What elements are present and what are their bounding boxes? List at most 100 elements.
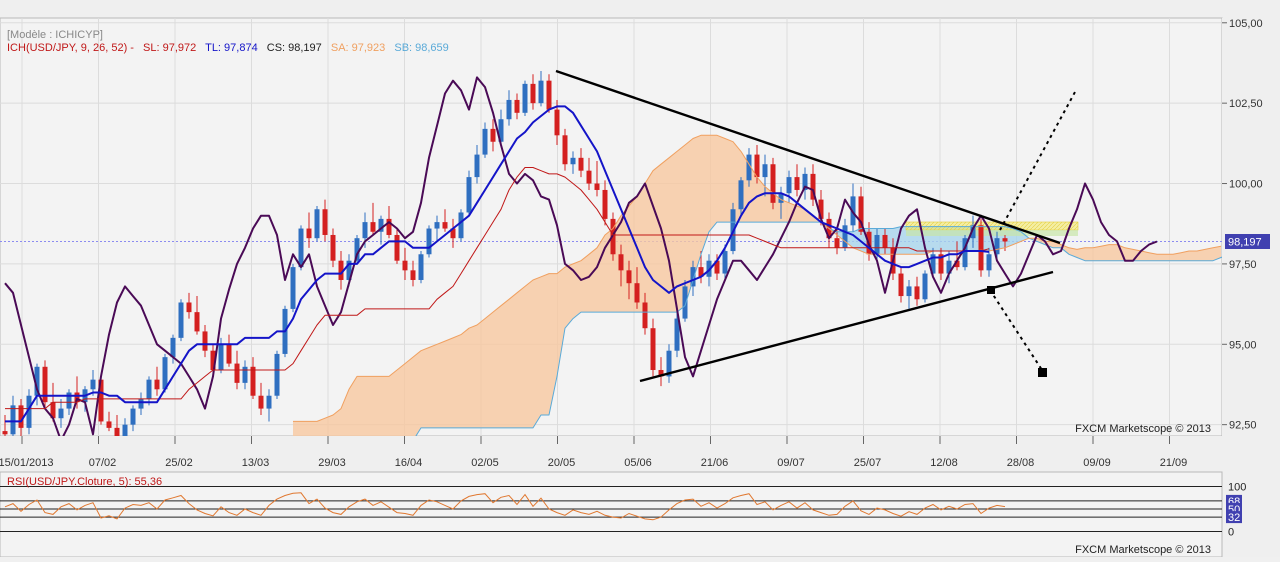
candle[interactable] (378, 215, 384, 245)
trendlines[interactable] (555, 69, 1076, 383)
candle[interactable] (370, 202, 376, 235)
candle[interactable] (778, 186, 784, 219)
candle[interactable] (298, 225, 304, 271)
candle[interactable] (34, 363, 40, 406)
candle[interactable] (762, 154, 768, 197)
candle[interactable] (602, 180, 608, 226)
candle[interactable] (170, 334, 176, 364)
candle[interactable] (250, 357, 256, 399)
candle[interactable] (42, 360, 48, 409)
candle[interactable] (506, 90, 512, 126)
projection-target-marker[interactable] (1038, 368, 1047, 377)
candle[interactable] (562, 128, 568, 171)
candle[interactable] (330, 228, 336, 268)
candle[interactable] (186, 292, 192, 319)
candle[interactable] (994, 231, 1000, 261)
candle[interactable] (714, 254, 720, 280)
candle[interactable] (202, 324, 208, 358)
candle[interactable] (130, 405, 136, 432)
candle[interactable] (98, 376, 104, 425)
candle[interactable] (834, 228, 840, 255)
candle[interactable] (306, 212, 312, 248)
candle[interactable] (738, 177, 744, 216)
candle[interactable] (466, 170, 472, 216)
candle[interactable] (930, 247, 936, 277)
candle[interactable] (274, 350, 280, 399)
candle[interactable] (482, 122, 488, 158)
candle[interactable] (178, 299, 184, 342)
candle[interactable] (634, 267, 640, 309)
candle[interactable] (314, 206, 320, 242)
candle[interactable] (970, 215, 976, 248)
candle[interactable] (394, 228, 400, 264)
candle[interactable] (570, 151, 576, 174)
projection-anchor-marker[interactable] (987, 286, 995, 294)
candle[interactable] (138, 392, 144, 416)
candle[interactable] (410, 260, 416, 287)
candle[interactable] (586, 157, 592, 190)
candle[interactable] (90, 370, 96, 396)
candle[interactable] (18, 398, 24, 438)
candle[interactable] (154, 366, 160, 396)
candle[interactable] (146, 376, 152, 406)
candle[interactable] (418, 251, 424, 284)
candle[interactable] (522, 80, 528, 117)
candle[interactable] (226, 334, 232, 367)
candle[interactable] (26, 389, 32, 435)
candle[interactable] (946, 251, 952, 284)
candle[interactable] (882, 228, 888, 255)
candle[interactable] (434, 215, 440, 242)
rsi-pane[interactable] (0, 471, 1223, 558)
candle[interactable] (458, 209, 464, 242)
candle[interactable] (858, 186, 864, 235)
candle[interactable] (490, 119, 496, 152)
candle[interactable] (162, 353, 168, 393)
candle[interactable] (530, 74, 536, 110)
candle[interactable] (10, 395, 16, 441)
candle[interactable] (338, 251, 344, 290)
candle[interactable] (402, 247, 408, 280)
candle[interactable] (938, 247, 944, 280)
candle[interactable] (442, 209, 448, 232)
lower-trendline[interactable] (639, 270, 1054, 383)
candle[interactable] (658, 357, 664, 387)
candle[interactable] (722, 244, 728, 280)
candle[interactable] (650, 318, 656, 377)
candle[interactable] (906, 279, 912, 309)
candle[interactable] (322, 199, 328, 242)
candle[interactable] (746, 148, 752, 187)
candle[interactable] (266, 389, 272, 422)
candle[interactable] (354, 234, 360, 264)
candle[interactable] (1002, 234, 1008, 252)
candle[interactable] (954, 241, 960, 271)
candle[interactable] (538, 71, 544, 107)
candle[interactable] (258, 382, 264, 416)
candle[interactable] (914, 276, 920, 306)
candle[interactable] (58, 398, 64, 428)
candle[interactable] (626, 260, 632, 300)
candle[interactable] (242, 360, 248, 390)
candle[interactable] (498, 109, 504, 145)
breakout-projection-down[interactable] (989, 289, 1043, 371)
candle[interactable] (842, 218, 848, 252)
candle[interactable] (194, 296, 200, 335)
time-axis[interactable] (0, 436, 1280, 472)
candle[interactable] (618, 244, 624, 287)
candle[interactable] (682, 279, 688, 322)
candle[interactable] (962, 234, 968, 271)
candle[interactable] (802, 167, 808, 200)
candle[interactable] (922, 270, 928, 303)
candle[interactable] (290, 263, 296, 313)
upper-trendline[interactable] (555, 69, 1061, 245)
candle[interactable] (898, 267, 904, 303)
candle[interactable] (514, 93, 520, 120)
candle[interactable] (642, 292, 648, 335)
candle[interactable] (106, 411, 112, 432)
candle[interactable] (770, 157, 776, 210)
candle[interactable] (978, 218, 984, 277)
candle[interactable] (474, 144, 480, 184)
candle[interactable] (874, 228, 880, 264)
candle[interactable] (594, 161, 600, 197)
candle[interactable] (810, 164, 816, 207)
price-axis[interactable] (1222, 18, 1280, 436)
